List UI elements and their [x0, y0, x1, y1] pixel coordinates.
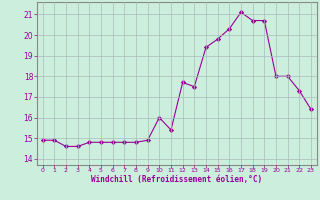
X-axis label: Windchill (Refroidissement éolien,°C): Windchill (Refroidissement éolien,°C)	[91, 175, 262, 184]
